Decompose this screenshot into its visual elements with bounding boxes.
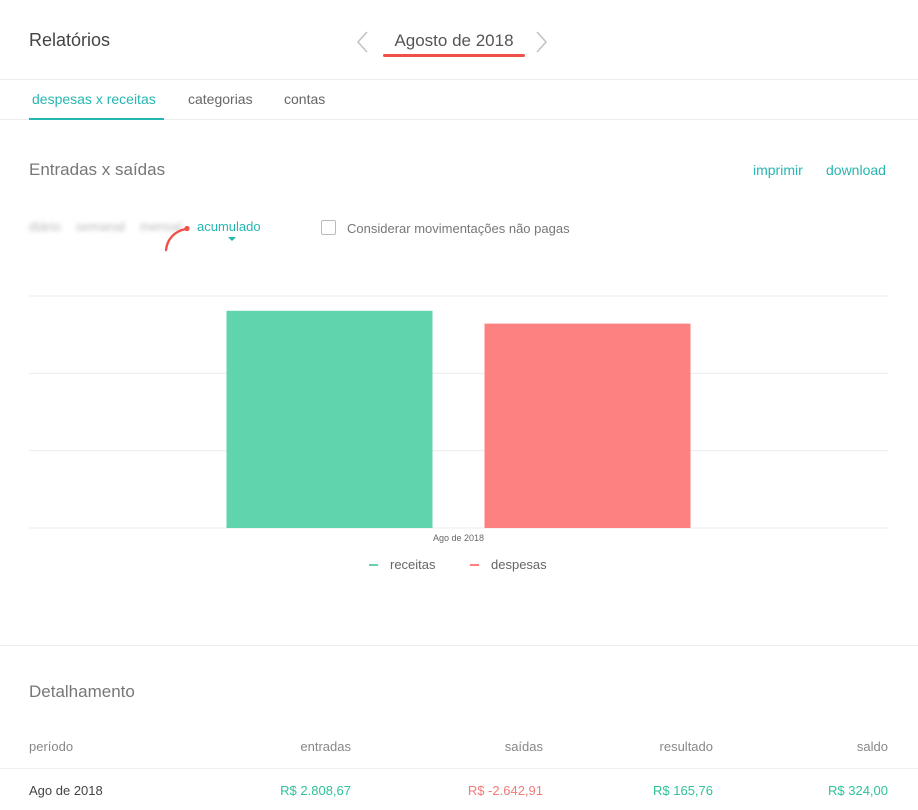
section-divider (0, 645, 918, 646)
bar-receitas[interactable] (226, 310, 433, 528)
details-title: Detalhamento (29, 682, 135, 701)
month-label[interactable]: Agosto de 2018 (394, 31, 514, 50)
period-option-cumulative[interactable]: acumulado (197, 219, 261, 234)
month-navigator: Agosto de 2018 (352, 26, 552, 60)
annotation-arrow-icon (164, 225, 190, 252)
x-tick-label: Ago de 2018 (433, 533, 484, 543)
legend-swatch-receitas (369, 564, 378, 566)
unpaid-checkbox-label: Considerar movimentações não pagas (347, 221, 570, 236)
cell-result: R$ 165,76 (653, 783, 713, 798)
download-link[interactable]: download (826, 162, 886, 178)
legend-label-despesas[interactable]: despesas (491, 557, 547, 572)
annotation-underline (383, 54, 525, 57)
cell-period: Ago de 2018 (29, 783, 103, 798)
active-tab-indicator (29, 118, 164, 120)
column-header-result: resultado (659, 739, 713, 754)
caret-down-icon (228, 237, 236, 241)
table-row-divider (0, 768, 918, 769)
column-header-balance: saldo (856, 739, 888, 754)
chart-svg: Ago de 2018 (29, 295, 888, 543)
tab-despesas-x-receitas[interactable]: despesas x receitas (32, 91, 156, 107)
section-title: Entradas x saídas (29, 160, 166, 179)
period-option-daily[interactable]: diário (29, 219, 61, 234)
chevron-left-icon[interactable] (354, 30, 372, 54)
period-option-weekly[interactable]: semanal (76, 219, 126, 234)
column-header-income: entradas (300, 739, 351, 754)
tab-contas[interactable]: contas (284, 91, 326, 107)
chevron-right-icon[interactable] (532, 30, 550, 54)
legend-swatch-despesas (470, 564, 479, 566)
tab-bar: despesas x receitas categorias contas (0, 80, 918, 120)
header: Relatórios Agosto de 2018 (0, 0, 918, 80)
chart-legend: receitas despesas (0, 557, 918, 577)
legend-label-receitas[interactable]: receitas (390, 557, 436, 572)
column-header-expenses: saídas (504, 739, 543, 754)
tab-categorias[interactable]: categorias (188, 91, 253, 107)
page-title: Relatórios (29, 30, 111, 50)
column-header-period: período (29, 739, 74, 754)
cell-income: R$ 2.808,67 (280, 783, 351, 798)
unpaid-checkbox[interactable] (321, 220, 336, 235)
income-expense-chart: Ago de 2018 (0, 280, 918, 550)
bar-despesas[interactable] (484, 323, 691, 528)
cell-expenses: R$ -2.642,91 (467, 783, 543, 798)
period-option-monthly[interactable]: mensal (140, 219, 182, 234)
cell-balance: R$ 324,00 (828, 783, 888, 798)
print-link[interactable]: imprimir (753, 162, 803, 178)
